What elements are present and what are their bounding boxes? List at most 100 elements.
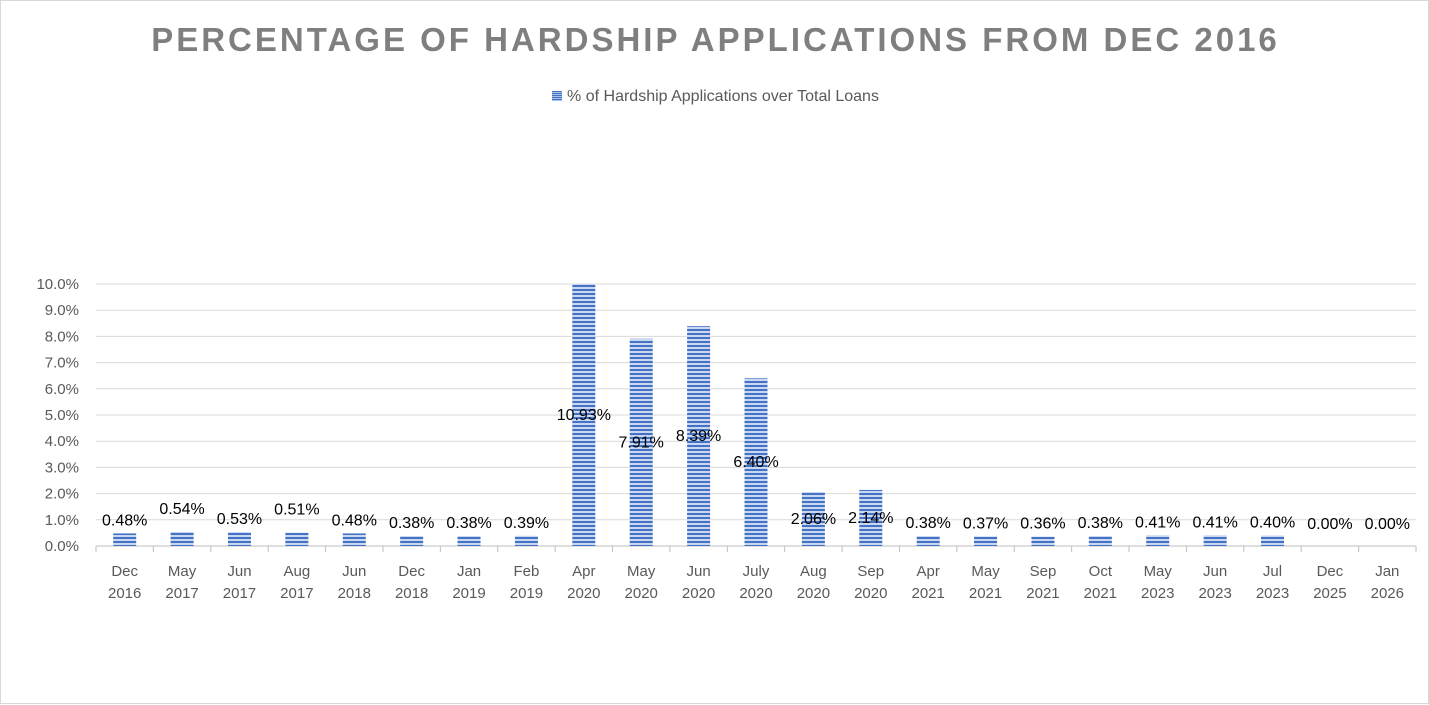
data-label: 0.41% (1135, 514, 1180, 531)
x-tick-label: Jan (457, 563, 481, 580)
chart-title: PERCENTAGE OF HARDSHIP APPLICATIONS FROM… (151, 21, 1280, 58)
bar (687, 326, 711, 546)
x-tick-label: Jun (1203, 563, 1227, 580)
data-label: 0.48% (102, 512, 147, 529)
bar (457, 536, 481, 546)
data-label: 0.41% (1192, 514, 1237, 531)
data-label: 0.48% (332, 512, 377, 529)
data-label: 0.38% (446, 515, 491, 532)
data-label: 0.38% (389, 515, 434, 532)
x-tick-label: 2020 (797, 585, 830, 602)
bar (113, 533, 137, 546)
y-tick-label: 7.0% (45, 355, 79, 372)
x-tick-label: Jan (1375, 563, 1399, 580)
data-label: 2.14% (848, 510, 893, 527)
x-tick-label: Aug (800, 563, 827, 580)
bar (1088, 536, 1112, 546)
x-tick-label: 2025 (1313, 585, 1346, 602)
x-tick-label: 2018 (395, 585, 428, 602)
x-tick-label: 2023 (1198, 585, 1231, 602)
x-tick-label: 2019 (452, 585, 485, 602)
bar (1031, 536, 1055, 546)
x-tick-label: Jun (687, 563, 711, 580)
x-tick-label: 2020 (739, 585, 772, 602)
bar (400, 536, 424, 546)
data-label: 10.93% (557, 407, 611, 424)
x-tick-label: Dec (1317, 563, 1344, 580)
bar (1146, 535, 1170, 546)
bar (744, 378, 768, 546)
bar (514, 535, 538, 546)
x-tick-label: Jun (342, 563, 366, 580)
x-tick-label: Dec (398, 563, 425, 580)
data-label: 0.36% (1020, 516, 1065, 533)
x-tick-label: Dec (111, 563, 138, 580)
bar (801, 492, 825, 546)
x-tick-label: 2017 (223, 585, 256, 602)
x-tick-label: 2018 (338, 585, 371, 602)
x-tick-label: 2017 (165, 585, 198, 602)
x-tick-label: 2020 (854, 585, 887, 602)
data-label: 0.54% (159, 501, 204, 518)
y-tick-label: 5.0% (45, 407, 79, 424)
data-label: 0.00% (1365, 516, 1410, 533)
x-tick-label: 2026 (1371, 585, 1404, 602)
x-tick-label: May (168, 563, 197, 580)
x-tick-label: 2020 (682, 585, 715, 602)
y-tick-label: 3.0% (45, 459, 79, 476)
data-label: 0.37% (963, 515, 1008, 532)
bar (916, 536, 940, 546)
x-tick-label: 2016 (108, 585, 141, 602)
x-tick-label: Oct (1089, 563, 1113, 580)
x-tick-label: May (1144, 563, 1173, 580)
bar (1203, 535, 1227, 546)
y-tick-label: 2.0% (45, 486, 79, 503)
data-label: 2.06% (791, 511, 836, 528)
y-tick-label: 10.0% (36, 276, 79, 293)
x-tick-label: Sep (857, 563, 884, 580)
x-tick-label: 2023 (1141, 585, 1174, 602)
x-tick-label: 2021 (969, 585, 1002, 602)
data-label: 0.38% (905, 515, 950, 532)
bar (1261, 535, 1285, 546)
bar (227, 532, 251, 546)
data-label: 0.51% (274, 502, 319, 519)
legend-swatch (552, 91, 563, 101)
x-tick-label: Jun (227, 563, 251, 580)
bar (859, 489, 883, 546)
y-tick-label: 4.0% (45, 433, 79, 450)
x-tick-label: 2021 (911, 585, 944, 602)
y-tick-label: 9.0% (45, 302, 79, 319)
bar (170, 531, 194, 546)
y-tick-label: 8.0% (45, 328, 79, 345)
x-tick-label: 2020 (567, 585, 600, 602)
x-tick-label: 2021 (1084, 585, 1117, 602)
legend: % of Hardship Applications over Total Lo… (1, 88, 1429, 106)
x-tick-label: 2023 (1256, 585, 1289, 602)
x-tick-label: 2017 (280, 585, 313, 602)
x-tick-label: 2021 (1026, 585, 1059, 602)
data-label: 0.53% (217, 511, 262, 528)
bar (342, 533, 366, 546)
bar (572, 284, 596, 546)
bar (629, 338, 653, 546)
data-label: 0.40% (1250, 515, 1295, 532)
data-label: 8.39% (676, 428, 721, 445)
x-tick-label: 2019 (510, 585, 543, 602)
data-label: 7.91% (619, 434, 664, 451)
x-tick-label: Sep (1030, 563, 1057, 580)
x-tick-label: May (971, 563, 1000, 580)
x-tick-label: July (743, 563, 770, 580)
data-label: 0.38% (1078, 515, 1123, 532)
y-tick-label: 0.0% (45, 538, 79, 555)
x-tick-label: Aug (284, 563, 311, 580)
bar (974, 536, 998, 546)
x-tick-label: Feb (514, 563, 540, 580)
legend-label: % of Hardship Applications over Total Lo… (567, 88, 879, 105)
bar (285, 532, 309, 546)
data-label: 6.40% (733, 454, 778, 471)
data-label: 0.39% (504, 515, 549, 532)
data-label: 0.00% (1307, 516, 1352, 533)
y-tick-label: 6.0% (45, 381, 79, 398)
